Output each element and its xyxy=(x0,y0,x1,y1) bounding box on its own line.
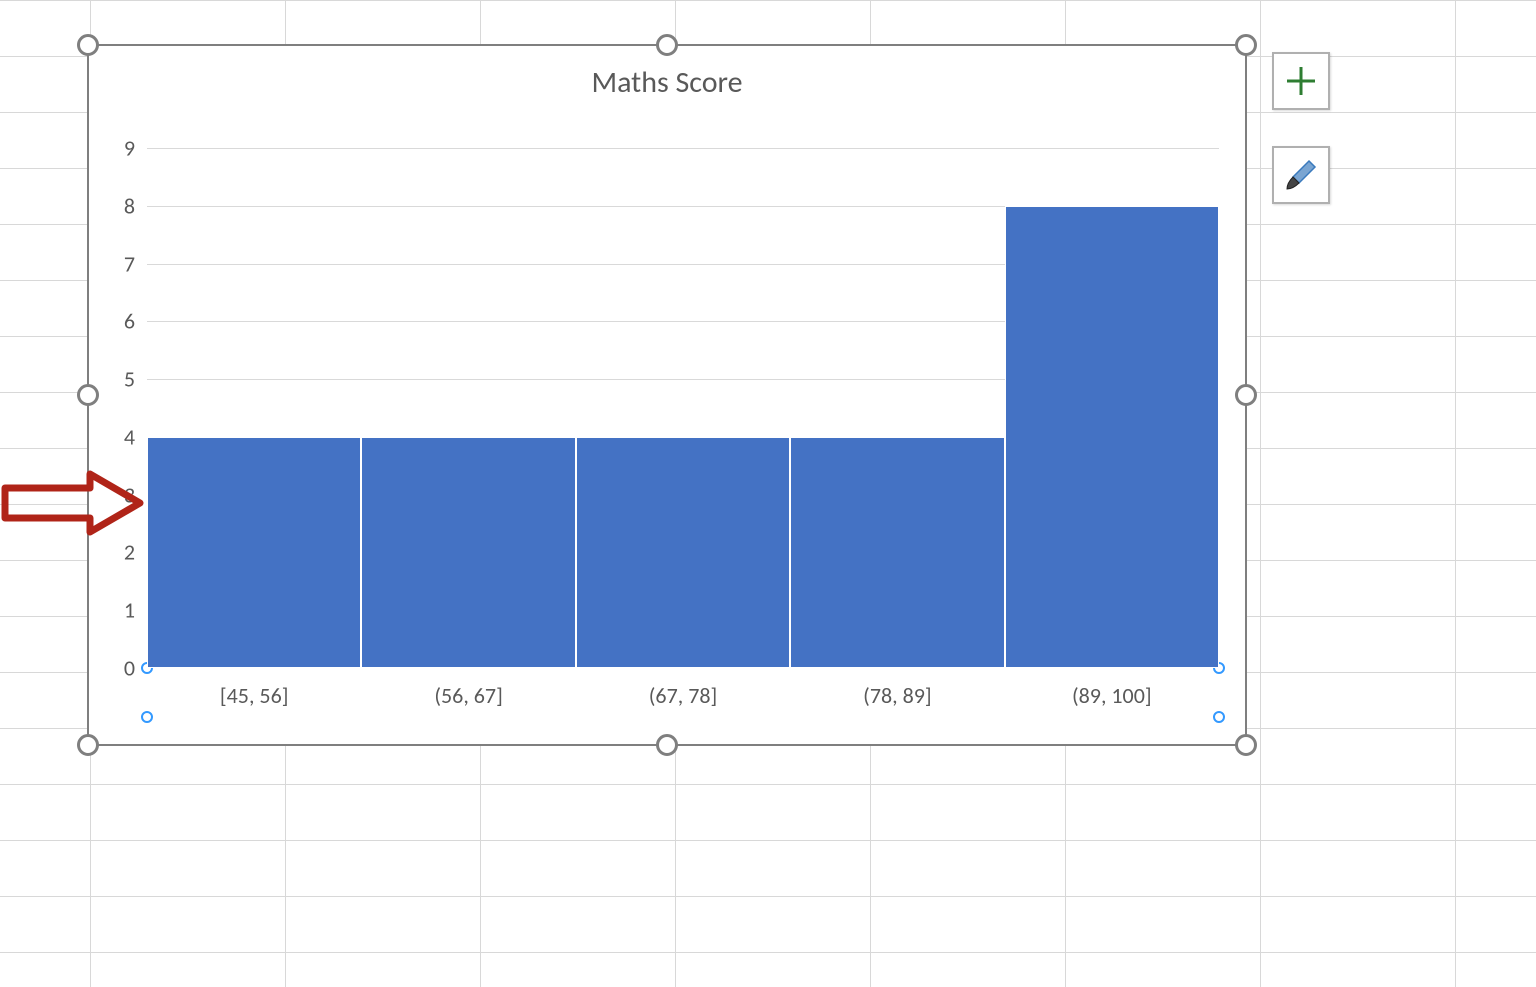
y-tick-label: 8 xyxy=(124,192,147,219)
selection-handle[interactable] xyxy=(1235,734,1257,756)
y-tick-label: 2 xyxy=(124,539,147,566)
histogram-bar[interactable] xyxy=(790,437,1004,668)
chart-title[interactable]: Maths Score xyxy=(89,64,1245,101)
histogram-bar[interactable] xyxy=(147,437,361,668)
selection-handle[interactable] xyxy=(656,734,678,756)
y-tick-label: 6 xyxy=(124,308,147,335)
y-tick-label: 9 xyxy=(124,135,147,162)
selection-handle[interactable] xyxy=(1235,34,1257,56)
chart-object[interactable]: Maths Score 0123456789[45, 56](56, 67](6… xyxy=(87,44,1247,746)
x-tick-label: [45, 56] xyxy=(220,668,289,709)
y-tick-label: 5 xyxy=(124,366,147,393)
brush-icon xyxy=(1281,155,1321,195)
plus-icon xyxy=(1283,63,1319,99)
plot-area[interactable]: 0123456789[45, 56](56, 67](67, 78](78, 8… xyxy=(147,148,1219,668)
annotation-arrow xyxy=(0,468,148,538)
histogram-bar[interactable] xyxy=(576,437,790,668)
axis-handle[interactable] xyxy=(1213,711,1225,723)
histogram-bar[interactable] xyxy=(1005,206,1219,668)
y-tick-label: 7 xyxy=(124,250,147,277)
selection-handle[interactable] xyxy=(656,34,678,56)
y-tick-label: 1 xyxy=(124,597,147,624)
selection-handle[interactable] xyxy=(1235,384,1257,406)
y-tick-label: 0 xyxy=(124,655,147,682)
chart-styles-button[interactable] xyxy=(1272,146,1330,204)
gridline xyxy=(147,148,1219,149)
selection-handle[interactable] xyxy=(77,384,99,406)
x-tick-label: (89, 100] xyxy=(1072,668,1152,709)
y-tick-label: 4 xyxy=(124,423,147,450)
chart-add-element-button[interactable] xyxy=(1272,52,1330,110)
selection-handle[interactable] xyxy=(77,34,99,56)
x-tick-label: (56, 67] xyxy=(434,668,502,709)
x-tick-label: (78, 89] xyxy=(863,668,931,709)
selection-handle[interactable] xyxy=(77,734,99,756)
x-tick-label: (67, 78] xyxy=(649,668,717,709)
axis-handle[interactable] xyxy=(141,711,153,723)
histogram-bar[interactable] xyxy=(361,437,575,668)
